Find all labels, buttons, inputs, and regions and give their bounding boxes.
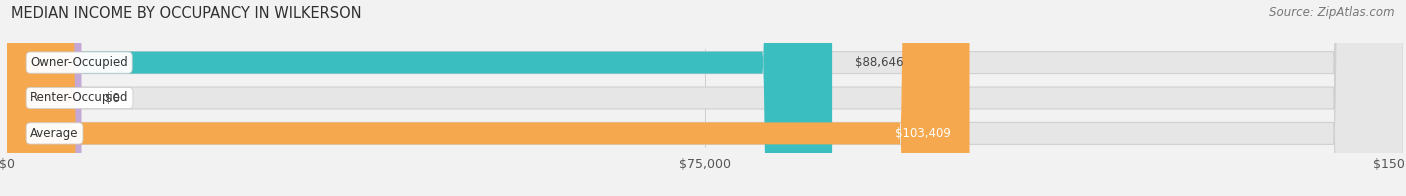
Text: Source: ZipAtlas.com: Source: ZipAtlas.com: [1270, 6, 1395, 19]
FancyBboxPatch shape: [7, 0, 970, 196]
FancyBboxPatch shape: [7, 0, 82, 196]
Text: MEDIAN INCOME BY OCCUPANCY IN WILKERSON: MEDIAN INCOME BY OCCUPANCY IN WILKERSON: [11, 6, 361, 21]
Text: $88,646: $88,646: [855, 56, 904, 69]
FancyBboxPatch shape: [7, 0, 1403, 196]
FancyBboxPatch shape: [7, 0, 1403, 196]
Text: $103,409: $103,409: [896, 127, 950, 140]
FancyBboxPatch shape: [7, 0, 1403, 196]
Text: Average: Average: [31, 127, 79, 140]
Text: $0: $0: [105, 92, 120, 104]
Text: Renter-Occupied: Renter-Occupied: [31, 92, 129, 104]
FancyBboxPatch shape: [7, 0, 832, 196]
Text: Owner-Occupied: Owner-Occupied: [31, 56, 128, 69]
